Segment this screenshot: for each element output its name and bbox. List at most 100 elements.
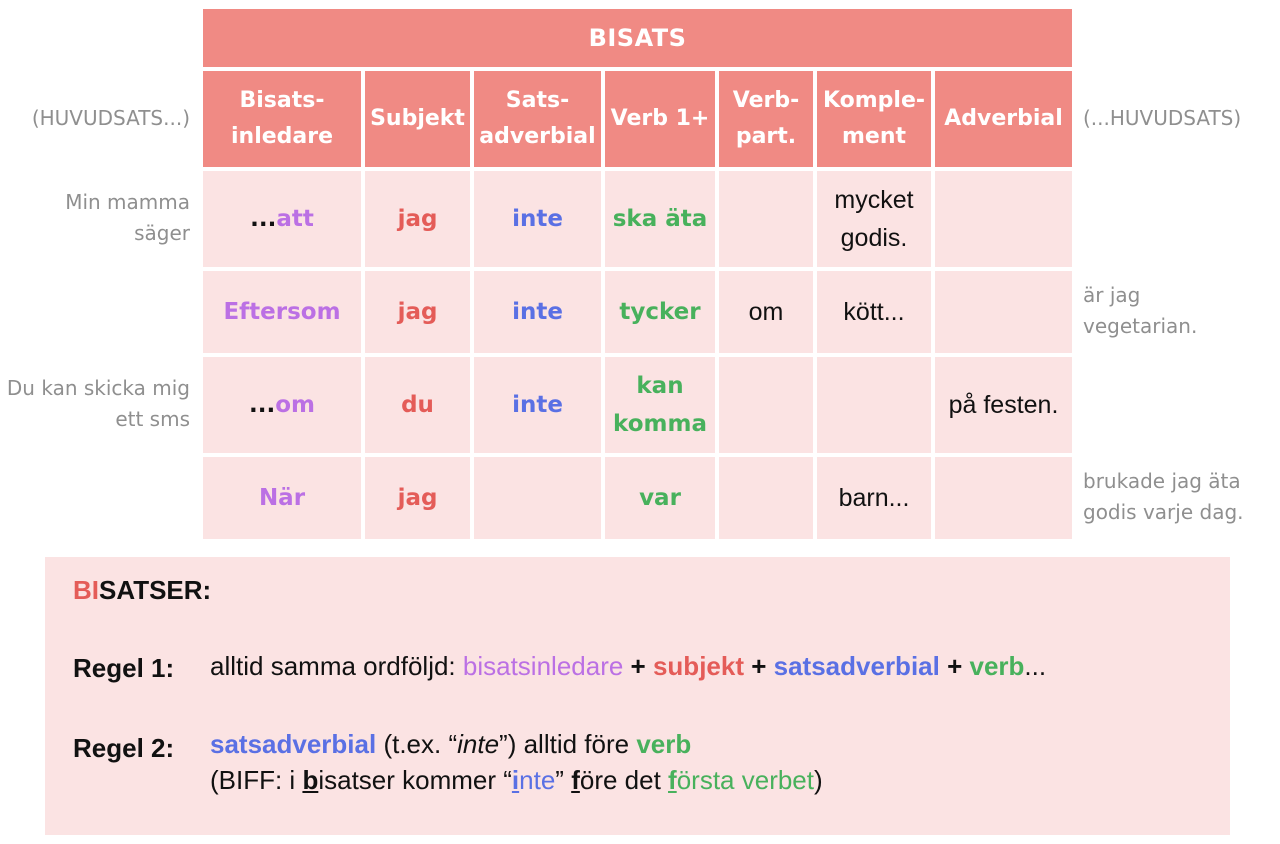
rules-heading: BISATSER: (73, 575, 211, 606)
context-text: ett sms (115, 407, 190, 431)
left-header: (HUVUDSATS...) (32, 103, 190, 134)
row3-left-context: Du kan skicka mig ett sms (7, 373, 190, 435)
header-text: Verb- (732, 88, 800, 113)
row3-komplement (817, 357, 931, 453)
rules-box: BISATSER: Regel 1: alltid samma ordföljd… (45, 557, 1230, 835)
regel-text: alltid samma ordföljd: (210, 651, 463, 681)
table-title-text: BISATS (588, 24, 687, 52)
header-subjekt: Subjekt (365, 71, 470, 167)
regel-subjekt: subjekt (652, 651, 744, 681)
biff-part: ” (555, 765, 572, 795)
row4-komplement: barn... (817, 457, 931, 539)
row3-adverbial: på festen. (935, 357, 1072, 453)
row1-satsadverbial: inte (474, 171, 601, 267)
komplement-text: kött... (843, 298, 905, 326)
header-text: inledare (230, 124, 334, 149)
header-verb: Verb 1+ (605, 71, 715, 167)
verb-text: tycker (619, 299, 701, 325)
header-adverbial: Adverbial (935, 71, 1072, 167)
row2-bisatsinledare: Eftersom (203, 271, 361, 353)
biff-f: f (571, 765, 580, 795)
komplement-text: mycket (834, 186, 914, 214)
context-text: Du kan skicka mig (6, 376, 190, 400)
regel-verb: verb (969, 651, 1025, 681)
row3-verb: kan komma (605, 357, 715, 453)
left-header-text: (HUVUDSATS...) (31, 106, 190, 130)
bisatsinledare-text: om (275, 392, 315, 418)
header-verbpart: Verb-part. (719, 71, 813, 167)
header-komplement: Komple-ment (817, 71, 931, 167)
right-header: (...HUVUDSATS) (1083, 103, 1241, 134)
context-text: vegetarian. (1083, 314, 1198, 338)
regel-bisatsinledare: bisatsinledare (462, 651, 624, 681)
satsadverbial-text: inte (512, 392, 563, 418)
context-text: brukade jag äta (1083, 469, 1241, 493)
row2-verb: tycker (605, 271, 715, 353)
heading-rest: SATSER: (99, 575, 212, 605)
right-header-text: (...HUVUDSATS) (1083, 106, 1242, 130)
verb-text: ska äta (612, 206, 708, 232)
row1-verb: ska äta (605, 171, 715, 267)
row2-subjekt: jag (365, 271, 470, 353)
subjekt-text: jag (397, 206, 438, 232)
biff-part: isatser kommer “ (318, 765, 512, 795)
plus-sign: + (744, 651, 774, 681)
row4-verb: var (605, 457, 715, 539)
header-text: Komple- (822, 88, 926, 113)
regel-text: ”) alltid före (499, 729, 637, 759)
header-text: ment (841, 124, 906, 149)
plus-sign: + (623, 651, 653, 681)
context-text: Min mamma (65, 190, 190, 214)
heading-bi: BI (73, 575, 99, 605)
row4-subjekt: jag (365, 457, 470, 539)
regel-text: (t.ex. “ (376, 729, 458, 759)
satsadverbial-text: inte (512, 206, 563, 232)
biff-part: ) (814, 765, 823, 795)
biff-text: (BIFF: i bisatser kommer “inte” före det… (210, 765, 823, 796)
row4-satsadverbial (474, 457, 601, 539)
prefix-text: ... (249, 392, 276, 418)
header-text: Verb 1+ (610, 106, 710, 131)
biff-nte: nte (519, 765, 556, 795)
biff-i: i (511, 765, 520, 795)
biff-part: öre det (579, 765, 669, 795)
regel2-text: satsadverbial (t.ex. “inte”) alltid före… (210, 729, 691, 760)
bisatsinledare-text: Eftersom (223, 299, 341, 325)
row2-verbpart: om (719, 271, 813, 353)
row4-bisatsinledare: När (203, 457, 361, 539)
regel1-label: Regel 1: (73, 653, 175, 683)
satsadverbial-text: inte (512, 299, 563, 325)
regel-satsadverbial: satsadverbial (773, 651, 940, 681)
plus-sign: + (939, 651, 970, 681)
komplement-text: godis. (840, 224, 908, 252)
prefix-text: ... (250, 206, 277, 232)
row4-verbpart (719, 457, 813, 539)
row1-verbpart (719, 171, 813, 267)
regel-verb: verb (636, 729, 692, 759)
row1-subjekt: jag (365, 171, 470, 267)
header-bisatsinledare: Bisats-inledare (203, 71, 361, 167)
regel2-label: Regel 2: (73, 733, 175, 763)
bisatsinledare-text: att (276, 206, 314, 232)
biff-f2: f (668, 765, 677, 795)
subjekt-text: du (401, 392, 434, 418)
row1-komplement: mycket godis. (817, 171, 931, 267)
header-text: Bisats- (239, 88, 325, 113)
row1-adverbial (935, 171, 1072, 267)
row3-bisatsinledare: ...om (203, 357, 361, 453)
biff-orsta: örsta verbet (676, 765, 814, 795)
subjekt-text: jag (397, 485, 438, 511)
row3-satsadverbial: inte (474, 357, 601, 453)
header-text: Sats- (505, 88, 570, 113)
verb-text: kan (636, 373, 684, 399)
table-title: BISATS (203, 9, 1072, 67)
header-text: part. (735, 124, 797, 149)
regel-text: ... (1024, 651, 1047, 681)
header-text: Adverbial (944, 106, 1063, 131)
komplement-text: barn... (838, 484, 910, 512)
context-text: säger (134, 221, 190, 245)
row2-adverbial (935, 271, 1072, 353)
header-text: adverbial (479, 124, 596, 149)
verb-text: var (639, 485, 681, 511)
biff-part: (BIFF: i (210, 765, 303, 795)
